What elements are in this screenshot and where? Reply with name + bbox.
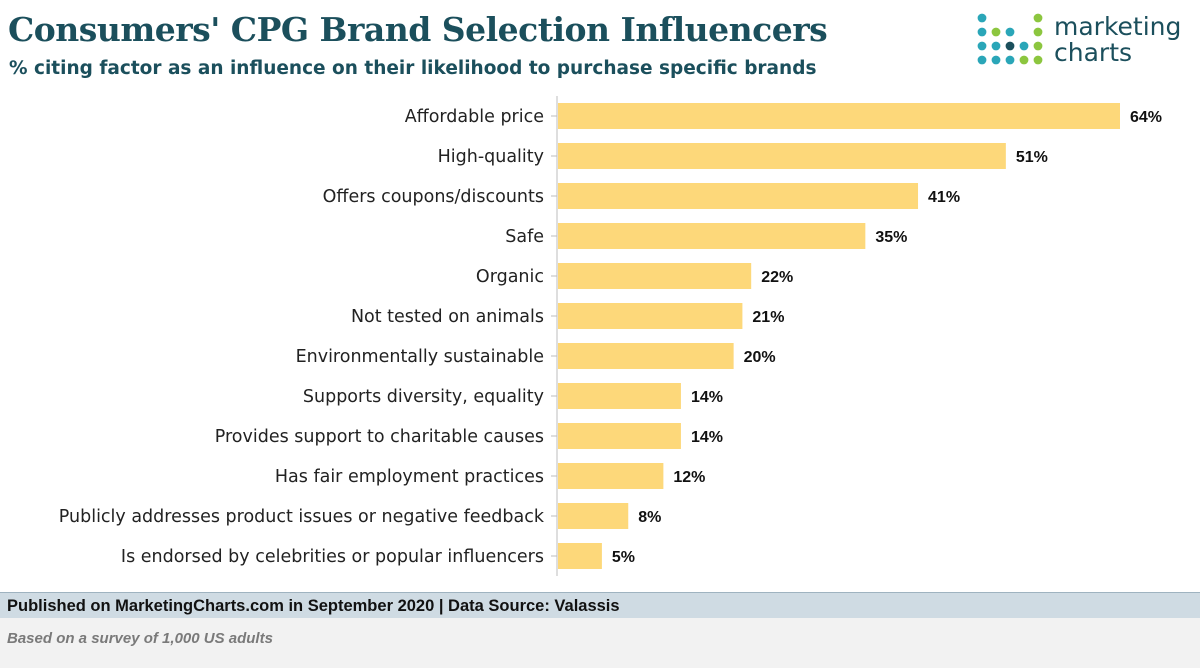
category-label: High-quality: [438, 147, 544, 167]
bar[interactable]: [558, 423, 681, 449]
footer-bar: Published on MarketingCharts.com in Sept…: [0, 592, 1200, 619]
bar[interactable]: [558, 263, 752, 289]
survey-note: Based on a survey of 1,000 US adults: [7, 630, 273, 647]
bar[interactable]: [558, 303, 743, 329]
bar[interactable]: [558, 503, 629, 529]
logo-dot: [1019, 55, 1029, 65]
value-label: 14%: [691, 429, 723, 446]
value-label: 51%: [1016, 149, 1048, 166]
value-label: 35%: [875, 229, 907, 246]
category-label: Has fair employment practices: [275, 467, 544, 487]
value-label: 64%: [1130, 109, 1162, 126]
marketingcharts-logo[interactable]: marketing charts: [974, 8, 1196, 78]
logo-dot: [991, 27, 1001, 37]
category-label: Publicly addresses product issues or neg…: [59, 507, 545, 527]
value-label: 41%: [928, 189, 960, 206]
chart-title: Consumers' CPG Brand Selection Influence…: [8, 10, 828, 49]
logo-dot: [977, 27, 987, 37]
logo-dot: [1033, 55, 1043, 65]
value-label: 12%: [673, 469, 705, 486]
category-label: Provides support to charitable causes: [215, 427, 544, 447]
value-label: 8%: [638, 509, 661, 526]
value-label: 14%: [691, 389, 723, 406]
category-label: Is endorsed by celebrities or popular in…: [121, 547, 544, 567]
logo-dot: [1033, 41, 1043, 51]
category-label: Not tested on animals: [351, 307, 544, 327]
logo-dots-icon: [977, 13, 1043, 65]
logo-dot: [1005, 27, 1015, 37]
bar-chart: Affordable price 64% High-quality 51% Offers…: [59, 96, 1162, 576]
value-label: 5%: [612, 549, 635, 566]
category-label: Environmentally sustainable: [296, 347, 544, 367]
logo-dot: [1033, 13, 1043, 23]
value-label: 21%: [752, 309, 784, 326]
bar[interactable]: [558, 183, 919, 209]
logo-dot: [977, 41, 987, 51]
bar[interactable]: [558, 383, 681, 409]
bar[interactable]: [558, 103, 1120, 129]
note-band: Based on a survey of 1,000 US adults: [0, 618, 1200, 668]
logo-dot: [977, 55, 987, 65]
bar[interactable]: [558, 343, 734, 369]
bar[interactable]: [558, 463, 664, 489]
chart-subtitle: % citing factor as an influence on their…: [9, 58, 817, 79]
category-label: Affordable price: [405, 107, 544, 127]
logo-dot: [1005, 55, 1015, 65]
logo-dot: [991, 41, 1001, 51]
category-label: Organic: [476, 267, 544, 287]
value-label: 22%: [761, 269, 793, 286]
logo-line-1: marketing: [1054, 12, 1182, 41]
bar[interactable]: [558, 543, 602, 569]
logo-line-2: charts: [1054, 38, 1133, 67]
category-label: Safe: [505, 227, 544, 247]
category-label: Offers coupons/discounts: [323, 187, 544, 207]
logo-dot: [977, 13, 987, 23]
category-label: Supports diversity, equality: [303, 387, 544, 407]
logo-dot: [1005, 41, 1015, 51]
logo-dot: [1033, 27, 1043, 37]
logo-wordmark: marketing charts: [1054, 14, 1181, 66]
bar[interactable]: [558, 223, 866, 249]
logo-dot: [1019, 41, 1029, 51]
bar[interactable]: [558, 143, 1006, 169]
logo-dot: [991, 55, 1001, 65]
value-label: 20%: [744, 349, 776, 366]
publication-source: Published on MarketingCharts.com in Sept…: [7, 597, 620, 615]
